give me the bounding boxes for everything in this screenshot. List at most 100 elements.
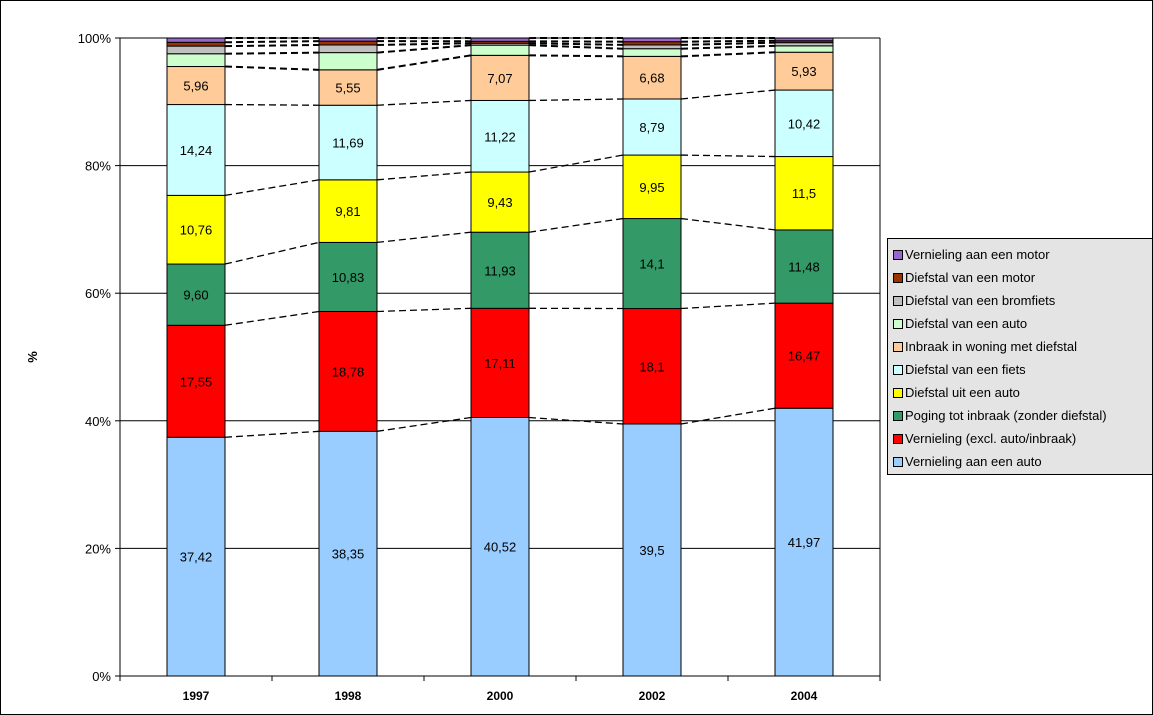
- bar-segment: [774, 156, 834, 231]
- data-label: 38,35: [332, 547, 365, 562]
- bar-segment: [318, 311, 378, 432]
- series-line: [224, 40, 320, 44]
- bar-segment: [470, 37, 530, 42]
- y-tick-label: 100%: [78, 31, 112, 46]
- data-label: 7,07: [487, 71, 512, 86]
- series-line: [680, 407, 776, 425]
- bar-segment: [166, 194, 226, 265]
- y-tick-label: 0%: [92, 669, 111, 684]
- x-tick-label: 2004: [791, 689, 818, 703]
- series-line: [528, 98, 624, 102]
- bar-segment: [318, 37, 378, 42]
- y-tick-label: 60%: [85, 286, 111, 301]
- series-line: [376, 416, 472, 432]
- y-tick-label: 40%: [85, 414, 111, 429]
- bar-segment: [622, 48, 682, 57]
- data-label: 14,24: [180, 143, 213, 158]
- bar-segment: [774, 302, 834, 409]
- bar-segment: [166, 324, 226, 438]
- y-axis-title: %: [25, 351, 40, 363]
- legend-swatch: [893, 295, 903, 306]
- bar-segment: [470, 44, 530, 56]
- bar-segment: [622, 154, 682, 220]
- series-line: [528, 154, 624, 173]
- series-line: [376, 54, 472, 71]
- legend-label: Vernieling aan een motor: [905, 247, 1050, 262]
- bar-segment: [774, 51, 834, 91]
- legend-item: Poging tot inbraak (zonder diefstal): [893, 404, 1152, 427]
- data-label: 37,42: [180, 550, 213, 565]
- series-line: [224, 65, 320, 71]
- bar-segment: [622, 44, 682, 50]
- legend-item: Diefstal van een auto: [893, 312, 1152, 335]
- bar-segment: [318, 104, 378, 181]
- bar-segment: [774, 37, 834, 42]
- series-line: [376, 171, 472, 181]
- bar-segment: [622, 218, 682, 310]
- series-line: [680, 51, 776, 58]
- y-tick-label: 20%: [85, 541, 111, 556]
- legend-swatch: [893, 410, 903, 421]
- series-line: [680, 89, 776, 100]
- series-line: [680, 39, 776, 43]
- x-tick-label: 1997: [183, 689, 210, 703]
- legend-swatch: [893, 433, 903, 444]
- legend-swatch: [893, 249, 903, 260]
- data-label: 17,55: [180, 374, 213, 389]
- legend-item: Inbraak in woning met diefstal: [893, 335, 1152, 358]
- series-line: [680, 154, 776, 158]
- legend-item: Vernieling aan een auto: [893, 450, 1152, 473]
- bar-segment: [166, 263, 226, 326]
- data-label: 18,78: [332, 364, 365, 379]
- bar-segment: [318, 241, 378, 313]
- data-label: 9,43: [487, 195, 512, 210]
- bar-segment: [318, 52, 378, 71]
- series-line: [224, 241, 320, 265]
- data-label: 9,81: [335, 204, 360, 219]
- series-line: [224, 179, 320, 197]
- bar-segment: [166, 53, 226, 68]
- y-tick-label: 80%: [85, 159, 111, 174]
- bar-segment: [622, 37, 682, 43]
- series-line: [528, 42, 624, 46]
- series-line: [528, 54, 624, 58]
- data-label: 8,79: [639, 120, 664, 135]
- series-line: [680, 217, 776, 231]
- bar-segment: [166, 41, 226, 47]
- legend-label: Vernieling (excl. auto/inbraak): [905, 431, 1077, 446]
- legend-swatch: [893, 456, 903, 467]
- data-label: 11,22: [484, 129, 516, 144]
- bar-segment: [470, 99, 530, 173]
- legend-item: Diefstal van een motor: [893, 266, 1152, 289]
- bar-segment: [166, 104, 226, 196]
- bar-segment: [166, 45, 226, 55]
- legend-item: Vernieling (excl. auto/inbraak): [893, 427, 1152, 450]
- series-line: [528, 44, 624, 50]
- series-line: [376, 99, 472, 106]
- data-label: 11,48: [788, 260, 820, 275]
- data-label: 40,52: [484, 540, 517, 555]
- bar-segment: [470, 171, 530, 233]
- data-label: 14,1: [639, 257, 664, 272]
- bar-segment: [318, 40, 378, 46]
- series-line: [224, 310, 320, 326]
- data-label: 18,1: [639, 359, 664, 374]
- series-line: [680, 44, 776, 50]
- legend-swatch: [893, 341, 903, 352]
- bar-segment: [318, 179, 378, 243]
- series-line: [376, 42, 472, 46]
- series-line: [224, 103, 320, 106]
- bar-segment: [622, 308, 682, 425]
- data-label: 11,69: [332, 136, 364, 151]
- bar-segment: [774, 229, 834, 304]
- data-label: 5,55: [335, 81, 360, 96]
- data-label: 5,93: [791, 64, 816, 79]
- legend-label: Inbraak in woning met diefstal: [905, 339, 1077, 354]
- bar-segment: [622, 98, 682, 156]
- bar-segment: [318, 44, 378, 54]
- legend-item: Diefstal uit een auto: [893, 381, 1152, 404]
- bar-segment: [622, 423, 682, 677]
- legend-swatch: [893, 318, 903, 329]
- data-label: 9,60: [183, 288, 208, 303]
